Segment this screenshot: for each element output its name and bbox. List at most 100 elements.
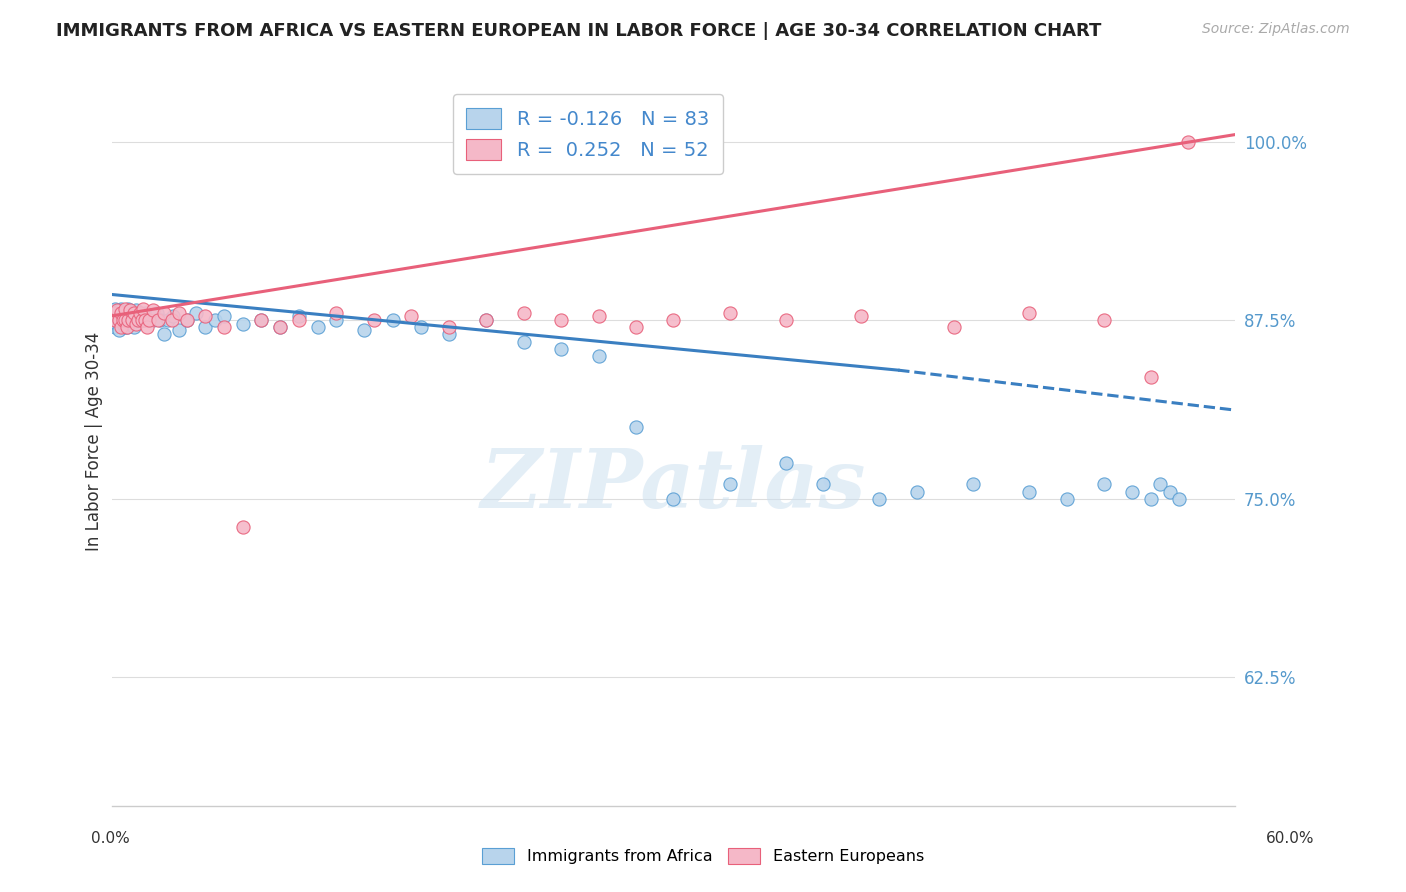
- Point: [475, 313, 498, 327]
- Point: [1168, 491, 1191, 506]
- Point: [122, 306, 145, 320]
- Point: [167, 306, 190, 320]
- Point: [122, 306, 145, 320]
- Point: [1159, 484, 1181, 499]
- Point: [117, 301, 139, 316]
- Point: [153, 306, 176, 320]
- Point: [624, 420, 647, 434]
- Point: [115, 303, 138, 318]
- Point: [115, 313, 138, 327]
- Point: [512, 306, 534, 320]
- Point: [869, 491, 891, 506]
- Point: [114, 313, 136, 327]
- Point: [1121, 484, 1143, 499]
- Legend: R = -0.126   N = 83, R =  0.252   N = 52: R = -0.126 N = 83, R = 0.252 N = 52: [453, 95, 723, 174]
- Point: [105, 313, 128, 327]
- Point: [131, 313, 153, 327]
- Text: 60.0%: 60.0%: [1267, 831, 1315, 846]
- Point: [288, 309, 311, 323]
- Point: [194, 309, 217, 323]
- Point: [212, 309, 235, 323]
- Point: [145, 306, 167, 320]
- Point: [269, 320, 291, 334]
- Point: [662, 313, 685, 327]
- Text: ZIPatlas: ZIPatlas: [481, 445, 866, 525]
- Point: [325, 313, 347, 327]
- Point: [111, 306, 134, 320]
- Point: [718, 477, 741, 491]
- Point: [134, 306, 156, 320]
- Point: [160, 313, 183, 327]
- Point: [104, 313, 127, 327]
- Point: [512, 334, 534, 349]
- Point: [176, 313, 198, 327]
- Point: [184, 306, 207, 320]
- Point: [232, 318, 254, 332]
- Point: [1140, 491, 1163, 506]
- Point: [1056, 491, 1078, 506]
- Legend: Immigrants from Africa, Eastern Europeans: Immigrants from Africa, Eastern European…: [475, 841, 931, 871]
- Point: [127, 313, 149, 327]
- Point: [110, 306, 132, 320]
- Point: [114, 320, 136, 334]
- Point: [117, 313, 139, 327]
- Point: [120, 318, 142, 332]
- Point: [120, 303, 142, 318]
- Point: [1140, 370, 1163, 384]
- Text: IMMIGRANTS FROM AFRICA VS EASTERN EUROPEAN IN LABOR FORCE | AGE 30-34 CORRELATIO: IMMIGRANTS FROM AFRICA VS EASTERN EUROPE…: [56, 22, 1102, 40]
- Point: [128, 306, 150, 320]
- Point: [121, 309, 143, 323]
- Point: [128, 306, 150, 320]
- Point: [1018, 484, 1040, 499]
- Point: [105, 306, 128, 320]
- Point: [117, 313, 139, 327]
- Point: [550, 342, 572, 356]
- Point: [125, 313, 148, 327]
- Point: [114, 306, 136, 320]
- Point: [103, 306, 125, 320]
- Point: [153, 327, 176, 342]
- Point: [121, 313, 143, 327]
- Point: [134, 313, 156, 327]
- Point: [105, 303, 128, 318]
- Point: [943, 320, 966, 334]
- Point: [1092, 477, 1115, 491]
- Point: [132, 313, 155, 327]
- Point: [849, 309, 872, 323]
- Point: [167, 323, 190, 337]
- Point: [813, 477, 835, 491]
- Point: [108, 313, 131, 327]
- Point: [136, 320, 159, 334]
- Point: [115, 320, 138, 334]
- Point: [125, 318, 148, 332]
- Point: [204, 313, 226, 327]
- Text: 0.0%: 0.0%: [91, 831, 131, 846]
- Point: [108, 313, 131, 327]
- Point: [110, 320, 132, 334]
- Point: [111, 313, 134, 327]
- Point: [120, 306, 142, 320]
- Point: [120, 313, 142, 327]
- Point: [103, 313, 125, 327]
- Point: [775, 456, 797, 470]
- Point: [1149, 477, 1171, 491]
- Point: [401, 309, 423, 323]
- Point: [111, 318, 134, 332]
- Point: [1092, 313, 1115, 327]
- Point: [475, 313, 498, 327]
- Point: [156, 313, 179, 327]
- Point: [662, 491, 685, 506]
- Point: [138, 309, 160, 323]
- Y-axis label: In Labor Force | Age 30-34: In Labor Force | Age 30-34: [86, 332, 103, 551]
- Point: [110, 311, 132, 326]
- Point: [232, 520, 254, 534]
- Point: [104, 320, 127, 334]
- Point: [250, 313, 273, 327]
- Point: [718, 306, 741, 320]
- Point: [103, 306, 125, 320]
- Point: [381, 313, 404, 327]
- Point: [363, 313, 385, 327]
- Point: [176, 313, 198, 327]
- Point: [114, 301, 136, 316]
- Point: [250, 313, 273, 327]
